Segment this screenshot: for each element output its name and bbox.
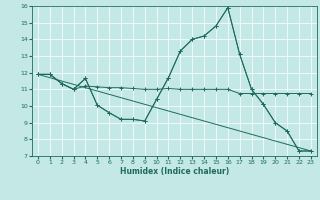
X-axis label: Humidex (Indice chaleur): Humidex (Indice chaleur) bbox=[120, 167, 229, 176]
